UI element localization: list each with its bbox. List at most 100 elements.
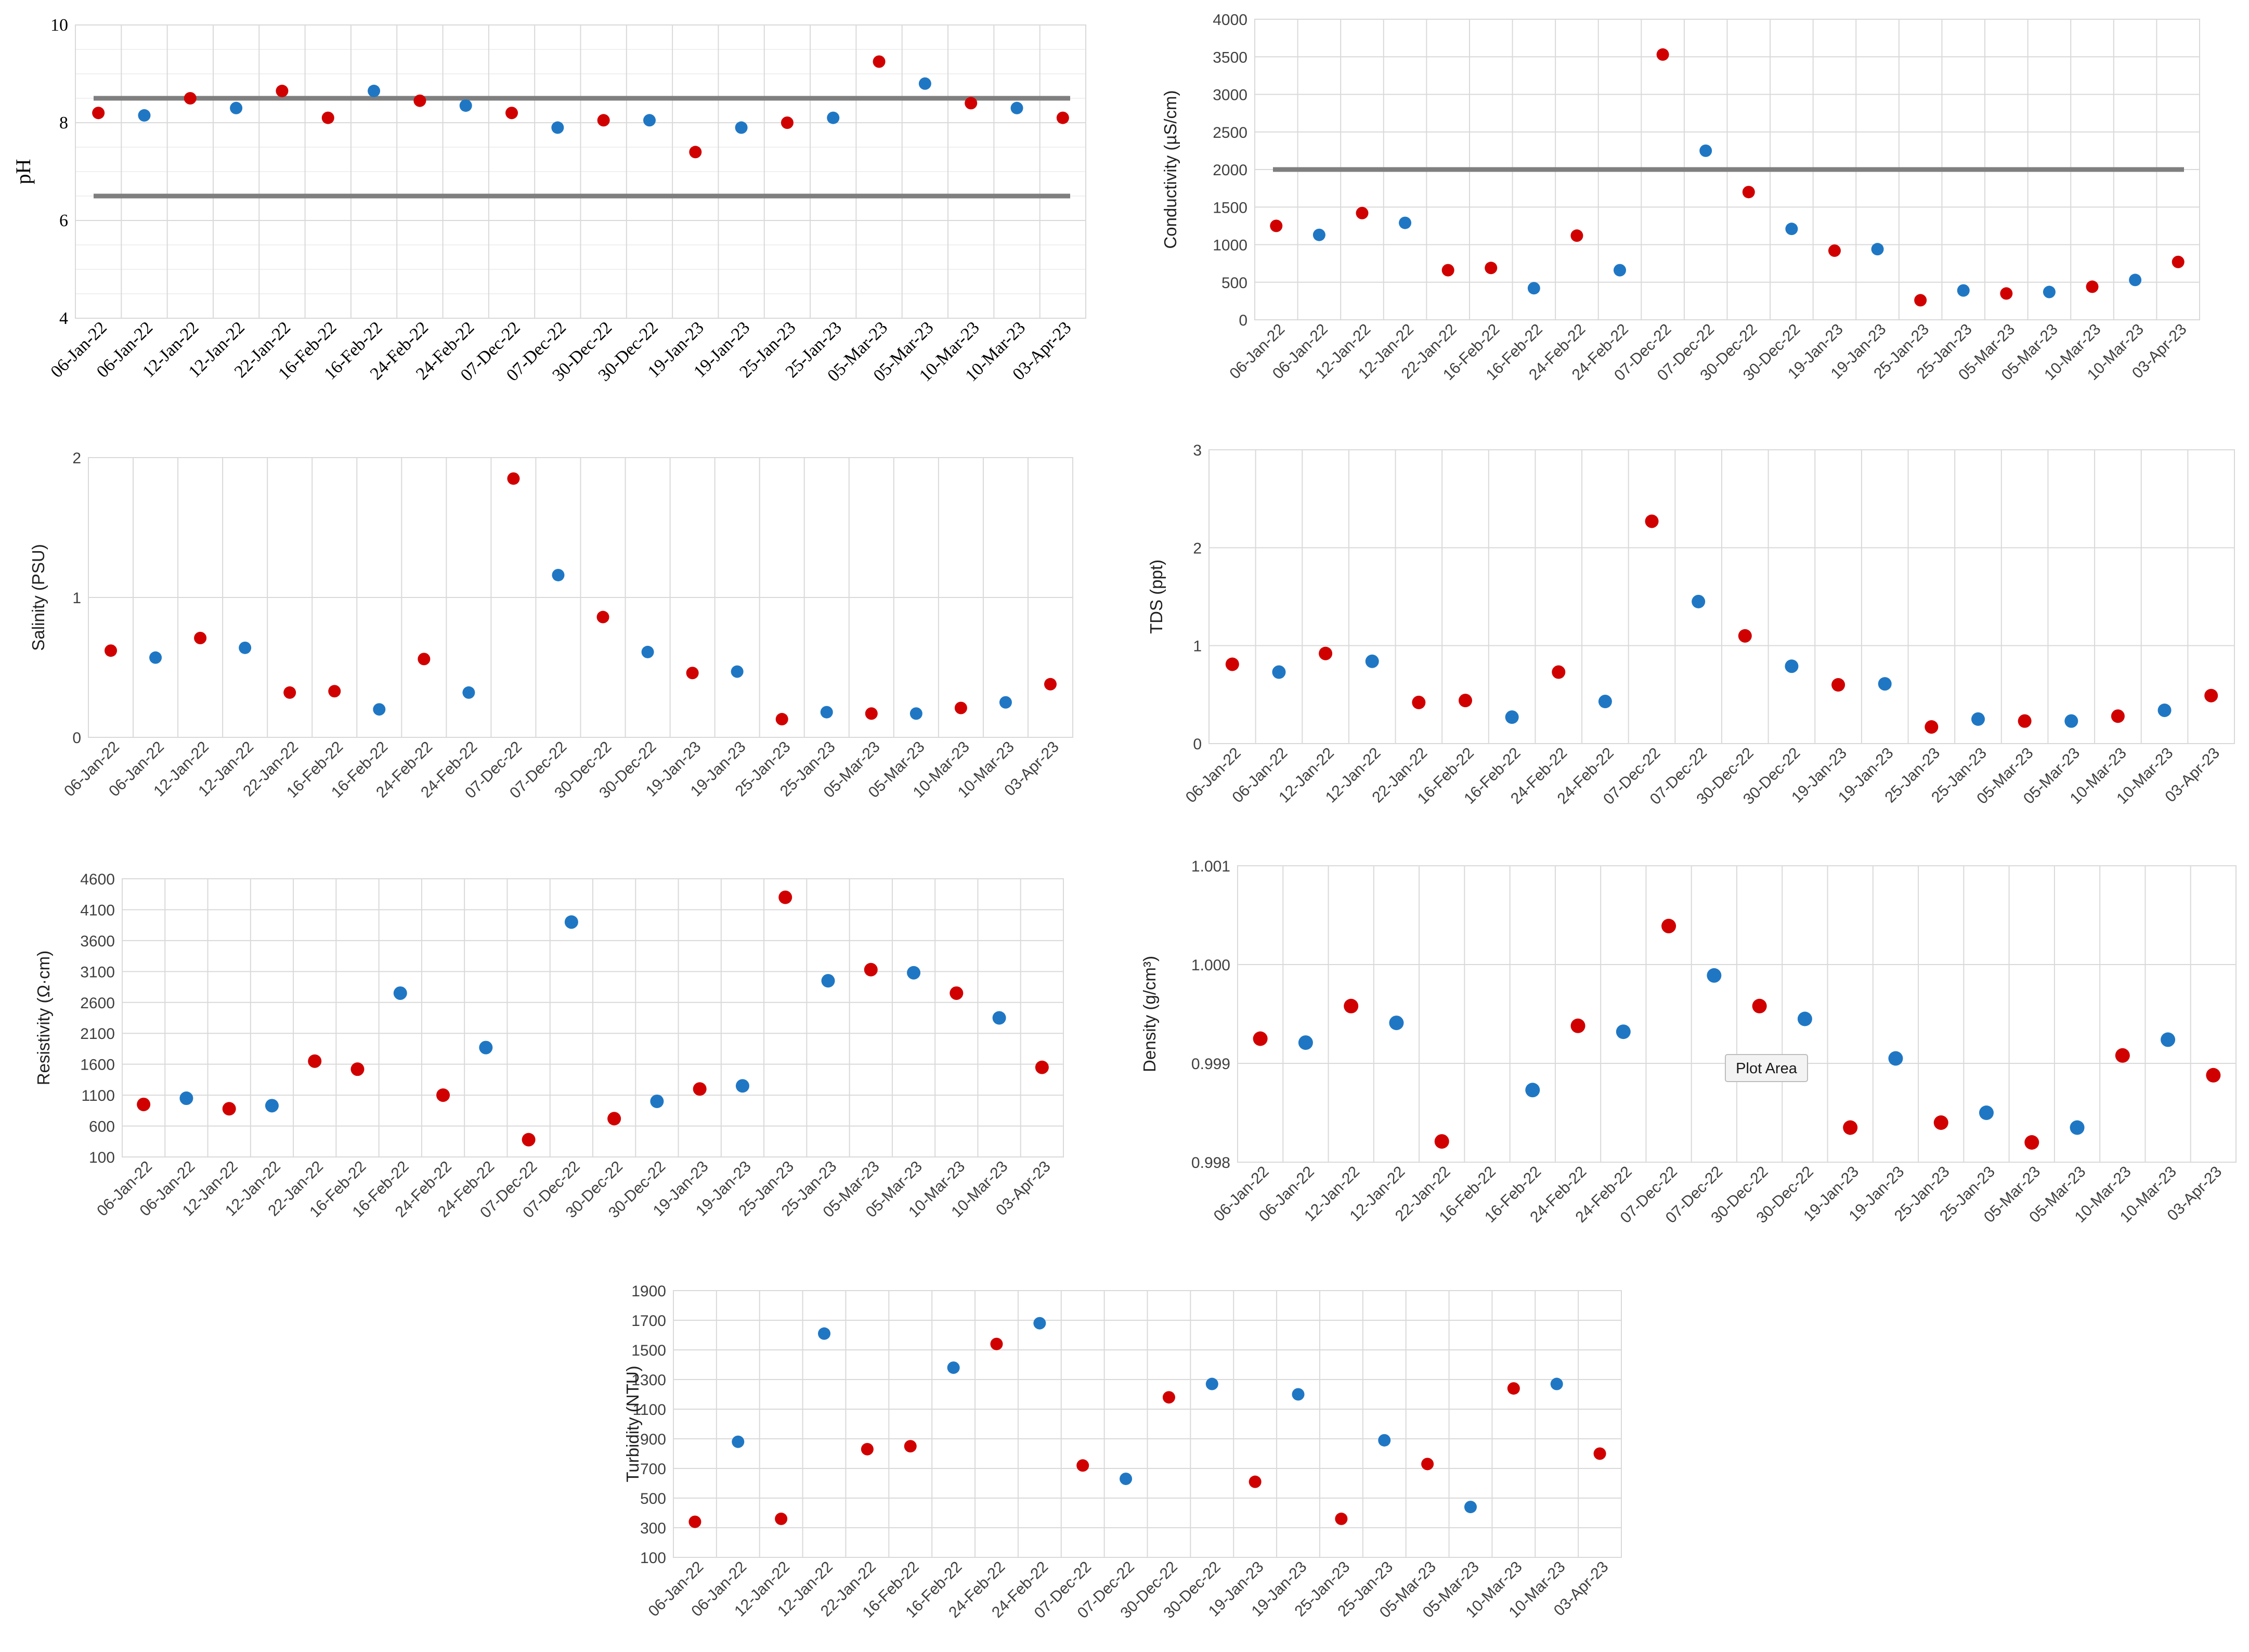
tds-data-point bbox=[1412, 695, 1426, 709]
conductivity-data-point bbox=[1527, 282, 1540, 295]
resistivity-y-tick-label: 600 bbox=[89, 1118, 115, 1136]
resistivity-data-point bbox=[308, 1054, 322, 1068]
turbidity-y-tick-label: 700 bbox=[640, 1461, 666, 1478]
tds-axis-title: TDS (ppt) bbox=[1147, 560, 1166, 634]
tds-data-point bbox=[1365, 654, 1379, 668]
turbidity-data-point bbox=[1593, 1447, 1606, 1460]
resistivity-data-point bbox=[479, 1040, 493, 1055]
tds-data-point bbox=[1598, 695, 1612, 709]
density-data-point bbox=[1843, 1120, 1858, 1135]
resistivity-data-point bbox=[607, 1112, 621, 1126]
conductivity-data-point bbox=[2172, 255, 2185, 268]
density-y-tick-label: 0.999 bbox=[1191, 1056, 1230, 1073]
density-data-point bbox=[1797, 1011, 1812, 1026]
conductivity-data-point bbox=[2129, 274, 2142, 287]
tds-data-point bbox=[1971, 712, 1985, 726]
resistivity-data-point bbox=[179, 1091, 193, 1105]
conductivity-y-tick-label: 0 bbox=[1239, 312, 1247, 329]
tds-data-point bbox=[2157, 703, 2172, 717]
conductivity-y-tick-label: 2000 bbox=[1213, 162, 1247, 179]
resistivity-data-point bbox=[1035, 1060, 1049, 1074]
resistivity-y-tick-label: 1600 bbox=[80, 1057, 115, 1074]
resistivity-y-tick-label: 3600 bbox=[80, 933, 115, 950]
resistivity-data-point bbox=[735, 1079, 749, 1093]
ph-y-tick-label: 10 bbox=[50, 16, 68, 35]
density-data-point bbox=[1707, 968, 1722, 983]
resistivity-data-point bbox=[265, 1099, 279, 1113]
salinity-y-tick-label: 1 bbox=[72, 590, 81, 607]
ph-data-point bbox=[1010, 101, 1023, 114]
ph-data-point bbox=[138, 109, 151, 122]
turbidity-data-point bbox=[1464, 1501, 1477, 1514]
density-axis-title: Density (g/cm³) bbox=[1140, 956, 1159, 1072]
conductivity-data-point bbox=[1570, 229, 1583, 242]
tds-data-point bbox=[1225, 657, 1239, 671]
tooltip-text: Plot Area bbox=[1736, 1060, 1798, 1077]
turbidity-data-point bbox=[1378, 1434, 1391, 1447]
conductivity-data-point bbox=[1914, 294, 1927, 307]
ph-data-point bbox=[276, 84, 289, 97]
density-data-point bbox=[1661, 918, 1676, 933]
tds-data-point bbox=[1878, 677, 1892, 691]
resistivity-y-tick-label: 1100 bbox=[81, 1087, 115, 1104]
density-data-point bbox=[2024, 1135, 2039, 1150]
density-data-point bbox=[1570, 1018, 1585, 1033]
conductivity-data-point bbox=[2000, 287, 2013, 300]
ph-data-point bbox=[92, 107, 105, 120]
salinity-data-point bbox=[909, 707, 922, 720]
salinity-data-point bbox=[105, 644, 118, 657]
density-data-point bbox=[1752, 998, 1767, 1013]
conductivity-y-tick-label: 2500 bbox=[1213, 124, 1247, 141]
turbidity-data-point bbox=[1120, 1472, 1133, 1485]
turbidity-data-point bbox=[1033, 1317, 1046, 1330]
turbidity-y-tick-label: 500 bbox=[640, 1490, 666, 1507]
salinity-data-point bbox=[954, 701, 967, 714]
density-data-point bbox=[2115, 1048, 2130, 1063]
salinity-data-point bbox=[1044, 678, 1057, 691]
salinity-data-point bbox=[328, 685, 341, 698]
plot-area-tooltip: Plot Area bbox=[1725, 1054, 1808, 1082]
turbidity-y-tick-label: 900 bbox=[640, 1431, 666, 1448]
salinity-data-point bbox=[462, 686, 475, 699]
turbidity-data-point bbox=[1162, 1391, 1175, 1404]
density-data-point bbox=[1389, 1016, 1404, 1031]
ph-data-point bbox=[230, 101, 243, 114]
turbidity-y-tick-label: 300 bbox=[640, 1520, 666, 1537]
tds-data-point bbox=[1505, 710, 1519, 724]
turbidity-data-point bbox=[1292, 1388, 1305, 1401]
density-data-point bbox=[1888, 1051, 1903, 1066]
resistivity-data-point bbox=[907, 966, 921, 980]
density-data-point bbox=[2206, 1068, 2221, 1083]
density-chart: 0.9980.9991.0001.00106-Jan-2206-Jan-2212… bbox=[1140, 858, 2237, 1227]
turbidity-y-tick-label: 1300 bbox=[631, 1372, 666, 1389]
resistivity-data-point bbox=[522, 1133, 536, 1147]
turbidity-data-point bbox=[1335, 1512, 1348, 1525]
tds-chart: 012306-Jan-2206-Jan-2212-Jan-2212-Jan-22… bbox=[1147, 442, 2235, 808]
density-data-point bbox=[1298, 1035, 1313, 1050]
resistivity-data-point bbox=[864, 962, 878, 977]
conductivity-y-tick-label: 3000 bbox=[1213, 87, 1247, 104]
ph-data-point bbox=[965, 97, 978, 110]
tds-y-tick-label: 2 bbox=[1193, 540, 1202, 557]
density-data-point bbox=[1979, 1105, 1994, 1120]
resistivity-data-point bbox=[564, 915, 578, 929]
conductivity-data-point bbox=[1312, 228, 1325, 241]
ph-data-point bbox=[368, 84, 381, 97]
tds-data-point bbox=[1831, 678, 1845, 692]
salinity-data-point bbox=[239, 641, 252, 654]
salinity-data-point bbox=[373, 703, 386, 716]
conductivity-data-point bbox=[2086, 280, 2099, 293]
salinity-data-point bbox=[283, 686, 296, 699]
salinity-data-point bbox=[194, 632, 207, 645]
resistivity-data-point bbox=[950, 986, 964, 1000]
conductivity-axis-title: Conductivity (µS/cm) bbox=[1161, 90, 1180, 249]
ph-data-point bbox=[1056, 111, 1069, 124]
ph-y-tick-label: 6 bbox=[59, 211, 68, 230]
salinity-chart: 01206-Jan-2206-Jan-2212-Jan-2212-Jan-222… bbox=[29, 450, 1073, 802]
tds-y-tick-label: 3 bbox=[1193, 442, 1202, 459]
ph-data-point bbox=[505, 107, 518, 120]
salinity-y-tick-label: 2 bbox=[72, 450, 81, 467]
turbidity-y-tick-label: 1100 bbox=[632, 1401, 666, 1419]
tds-data-point bbox=[1459, 694, 1472, 708]
ph-y-tick-label: 8 bbox=[59, 113, 68, 133]
